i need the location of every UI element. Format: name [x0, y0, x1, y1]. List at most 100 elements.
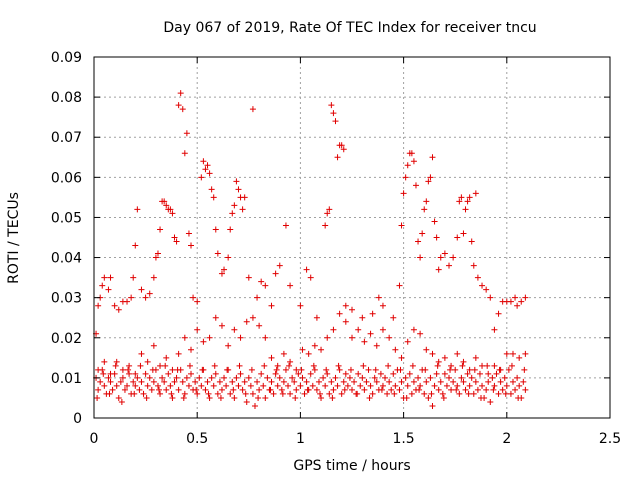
data-point [175, 350, 182, 357]
data-point [157, 362, 164, 369]
data-point [199, 366, 206, 373]
data-point [328, 102, 335, 109]
data-point [521, 366, 528, 373]
data-point [237, 370, 244, 377]
data-point [502, 390, 509, 397]
y-tick-label: 0.03 [51, 291, 82, 307]
data-point [384, 390, 391, 397]
data-point [329, 394, 336, 401]
data-point [423, 346, 430, 353]
axis-ticks [93, 56, 611, 419]
x-tick-labels: 0 0.5 1 1.5 2 2.5 [90, 431, 622, 447]
data-point [509, 350, 516, 357]
data-point [433, 370, 440, 377]
data-point [485, 370, 492, 377]
data-point [173, 374, 180, 381]
data-point [167, 206, 174, 213]
data-point [369, 390, 376, 397]
data-point [210, 194, 217, 201]
data-point [320, 374, 327, 381]
data-point [518, 298, 525, 305]
data-point [404, 382, 411, 389]
data-point [462, 386, 469, 393]
data-point [359, 314, 366, 321]
data-point [372, 366, 379, 373]
data-point [245, 374, 252, 381]
data-point [137, 362, 144, 369]
data-point [185, 382, 192, 389]
data-point [286, 362, 293, 369]
data-point [161, 198, 168, 205]
data-point [440, 394, 447, 401]
gridlines [94, 57, 610, 418]
data-point [347, 366, 354, 373]
data-point [262, 334, 269, 341]
data-point [344, 382, 351, 389]
data-point [268, 354, 275, 361]
data-point [247, 382, 254, 389]
data-point [522, 350, 529, 357]
data-point [324, 334, 331, 341]
data-point [427, 374, 434, 381]
data-point [243, 398, 250, 405]
data-point [446, 262, 453, 269]
data-point [447, 366, 454, 373]
data-point [260, 382, 267, 389]
data-point [391, 390, 398, 397]
data-point [379, 302, 386, 309]
data-point [107, 378, 114, 385]
data-point [217, 394, 224, 401]
data-point [95, 386, 102, 393]
x-axis-label: GPS time / hours [293, 458, 410, 474]
data-point [241, 378, 248, 385]
data-point [231, 202, 238, 209]
data-point [202, 386, 209, 393]
y-tick-label: 0.04 [51, 251, 82, 267]
data-point [472, 378, 479, 385]
data-point [194, 326, 201, 333]
data-point [204, 378, 211, 385]
data-point [181, 390, 188, 397]
data-point [206, 170, 213, 177]
data-point [95, 302, 102, 309]
data-point [332, 374, 339, 381]
y-tick-label: 0 [73, 411, 82, 427]
data-point [256, 322, 263, 329]
data-point [378, 386, 385, 393]
data-point [112, 362, 119, 369]
data-point [396, 282, 403, 289]
data-point [97, 378, 104, 385]
data-point [456, 390, 463, 397]
data-point [149, 366, 156, 373]
data-point [474, 386, 481, 393]
data-point [484, 362, 491, 369]
data-point [150, 378, 157, 385]
data-point [309, 382, 316, 389]
data-point [94, 394, 101, 401]
data-point [505, 366, 512, 373]
data-point [437, 378, 444, 385]
data-point [363, 378, 370, 385]
data-point [276, 262, 283, 269]
data-point [175, 386, 182, 393]
data-point [181, 150, 188, 157]
data-point [231, 394, 238, 401]
data-point [280, 378, 287, 385]
data-point [268, 302, 275, 309]
data-point [446, 374, 453, 381]
data-point [258, 370, 265, 377]
data-point [280, 350, 287, 357]
data-point [366, 394, 373, 401]
data-point [397, 366, 404, 373]
data-point [289, 374, 296, 381]
data-point [435, 358, 442, 365]
data-point [225, 254, 232, 261]
data-point [328, 378, 335, 385]
data-point [169, 210, 176, 217]
data-point [338, 142, 345, 149]
data-point [272, 370, 279, 377]
data-point [512, 294, 519, 301]
data-point [242, 390, 249, 397]
data-point [223, 382, 230, 389]
data-point [163, 354, 170, 361]
